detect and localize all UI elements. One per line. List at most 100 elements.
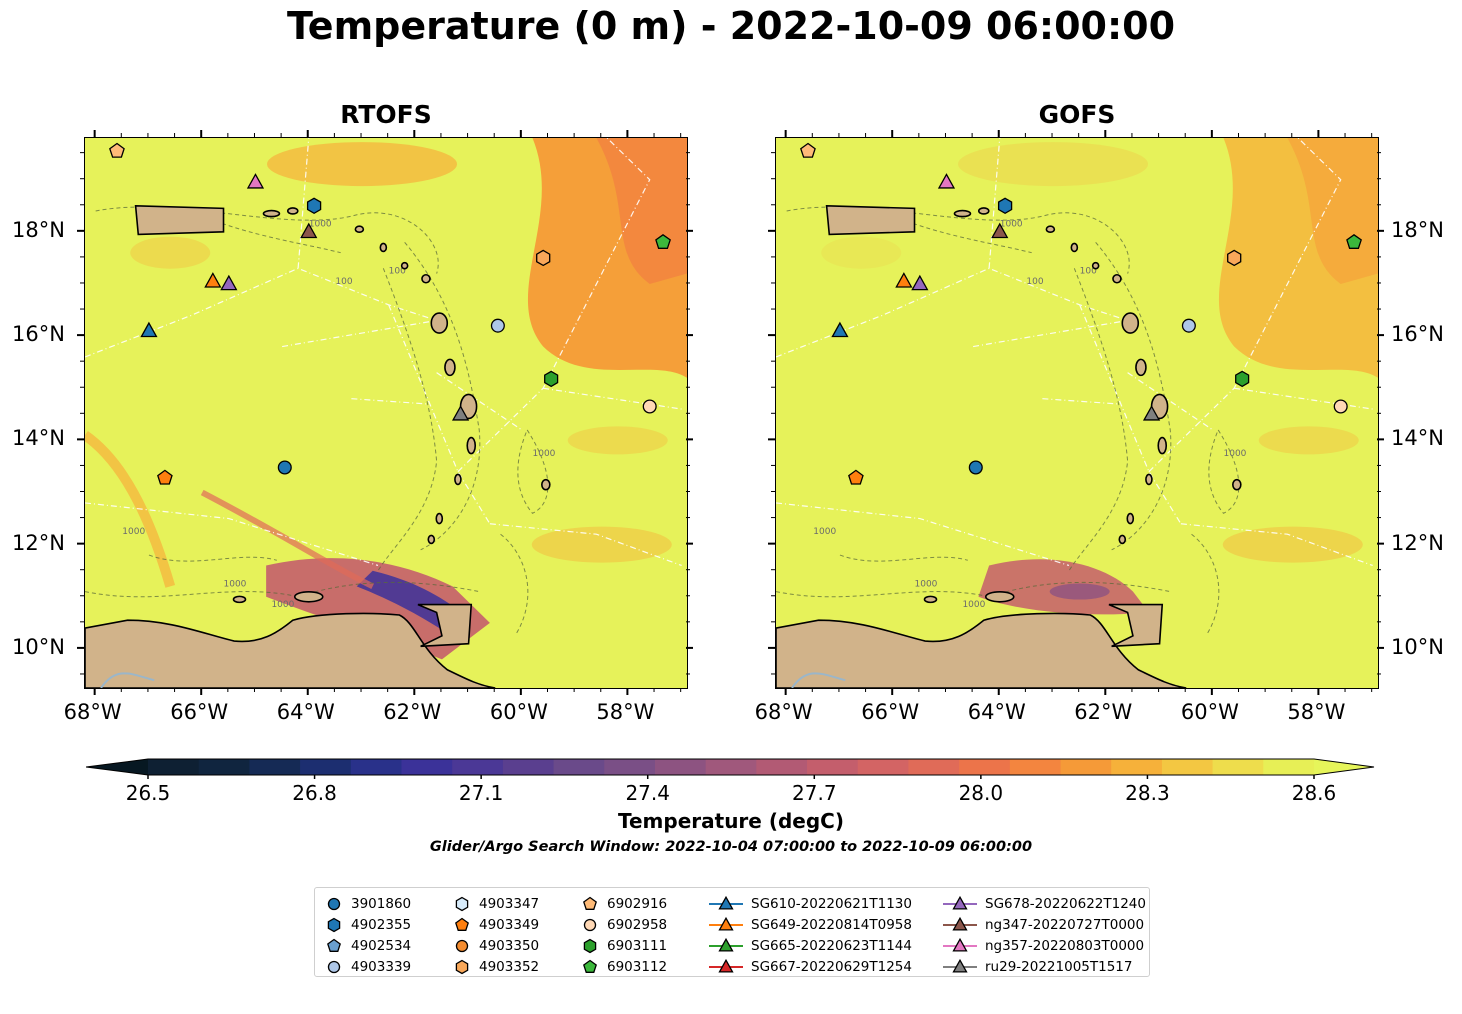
circle-marker-icon xyxy=(327,960,341,973)
contour-label: 1000 xyxy=(813,527,836,537)
colorbar-segment xyxy=(1009,759,1062,775)
platform-markers xyxy=(109,142,671,485)
legend-item: 6903111 xyxy=(581,935,667,956)
legend-item: 4903350 xyxy=(453,935,539,956)
y-tick-label: 14°N xyxy=(12,426,65,451)
colorbar-label: Temperature (degC) xyxy=(618,809,844,833)
colorbar-segment xyxy=(908,759,960,775)
legend-item: ng347-20220727T0000 xyxy=(943,914,1146,935)
warm-southeast-patch xyxy=(1222,526,1363,563)
x-tick-label: 58°W xyxy=(596,700,655,724)
platform-marker xyxy=(544,370,559,388)
legend-item: SG678-20220622T1240 xyxy=(943,893,1146,914)
map-panel-rtofs[interactable]: 1000 100 1000 1000 1000 1000 100 xyxy=(84,137,688,689)
legend-label: SG667-20220629T1254 xyxy=(751,958,912,975)
island xyxy=(1157,436,1168,455)
y-tick-label: 12°N xyxy=(12,530,65,555)
colorbar-tick-label: 28.6 xyxy=(1291,781,1337,805)
landmasses xyxy=(776,204,1242,688)
colorbar-segment xyxy=(1212,759,1264,775)
legend-label: 6903111 xyxy=(607,937,668,954)
island xyxy=(444,358,456,377)
contour-label: 1000 xyxy=(271,600,294,610)
colorbar-tick-label: 28.3 xyxy=(1125,781,1170,805)
colorbar-extend-low xyxy=(86,759,148,775)
triangle-marker-icon xyxy=(943,937,977,952)
puerto-rico xyxy=(134,204,225,236)
contour-label: 1000 xyxy=(915,579,938,589)
platform-marker xyxy=(800,142,816,158)
platform-marker xyxy=(1181,318,1196,333)
margarita xyxy=(984,590,1015,603)
platform-marker xyxy=(997,197,1013,215)
platform-marker xyxy=(1142,405,1161,421)
triangle-marker-icon xyxy=(709,937,743,952)
small-island xyxy=(923,595,938,604)
legend-label: 4903339 xyxy=(351,958,412,975)
island xyxy=(427,534,436,545)
y-tick-label: 16°N xyxy=(1391,322,1444,347)
legend-item: 3901860 xyxy=(325,893,411,914)
platform-marker xyxy=(911,274,929,291)
platform-marker xyxy=(1333,399,1348,414)
island xyxy=(1135,358,1147,377)
platform-marker xyxy=(831,321,849,338)
colorbar-segment xyxy=(705,759,757,775)
platform-marker xyxy=(306,197,322,215)
colorbar-segment xyxy=(350,759,403,775)
platform-marker xyxy=(204,272,222,288)
legend-label: SG678-20220622T1240 xyxy=(985,895,1146,912)
colorbar-segment xyxy=(401,759,453,775)
legend-label: ng357-20220803T0000 xyxy=(985,937,1145,954)
platform-marker xyxy=(451,405,470,421)
colorbar-segment xyxy=(1060,759,1112,775)
map-panel-gofs[interactable]: 1000 100 1000 1000 1000 1000 100 xyxy=(775,137,1379,689)
legend-label: 6902916 xyxy=(607,895,668,912)
x-tick-label: 60°W xyxy=(489,700,548,724)
legend-label: 6903112 xyxy=(607,958,668,975)
legend-label: 4902534 xyxy=(351,937,412,954)
island xyxy=(541,478,551,491)
x-tick-label: 68°W xyxy=(754,700,813,724)
colorbar-segment xyxy=(1111,759,1163,775)
map-canvas-gofs: 1000 100 1000 1000 1000 1000 100 xyxy=(776,138,1378,688)
colorbar xyxy=(86,758,1375,779)
legend-label: ng347-20220727T0000 xyxy=(985,916,1145,933)
island xyxy=(421,273,431,284)
pentagon-marker-icon xyxy=(455,917,469,931)
legend-item: 6902916 xyxy=(581,893,667,914)
colorbar-segment xyxy=(148,759,200,775)
island xyxy=(977,207,990,215)
legend-item: 4903349 xyxy=(453,914,539,935)
eez-boundaries xyxy=(85,138,682,567)
island xyxy=(454,473,462,486)
legend-item: SG665-20220623T1144 xyxy=(709,935,912,956)
x-tick-label: 68°W xyxy=(63,700,122,724)
map-canvas-rtofs: 1000 100 1000 1000 1000 1000 100 xyxy=(85,138,687,688)
colorbar-segment xyxy=(502,759,555,775)
trinidad xyxy=(417,603,473,648)
legend-column: 3901860 4902355 4902534 4903339 xyxy=(325,893,411,977)
platform-marker xyxy=(1227,249,1242,267)
legend-item: 4902534 xyxy=(325,935,411,956)
legend-item: 4903352 xyxy=(453,956,539,977)
island xyxy=(466,436,477,455)
platform-marker xyxy=(536,249,551,267)
platform-marker xyxy=(246,173,265,189)
contour-label: 100 xyxy=(335,277,352,287)
island xyxy=(400,261,409,270)
colorbar-tick-label: 27.1 xyxy=(458,781,504,805)
colorbar-segment xyxy=(1161,759,1214,775)
platform-marker xyxy=(1235,370,1250,388)
island xyxy=(1045,225,1056,234)
pentagon-marker-icon xyxy=(583,896,597,910)
contour-label: 100 xyxy=(389,267,406,277)
island xyxy=(1145,473,1153,486)
colorbar-segment xyxy=(1263,759,1315,775)
x-tick-label: 64°W xyxy=(276,700,335,724)
legend-label: 4903347 xyxy=(479,895,540,912)
platform-marker xyxy=(157,469,173,485)
hexagon-marker-icon xyxy=(327,917,341,932)
platform-marker xyxy=(1346,234,1362,249)
cool-plume xyxy=(266,558,490,660)
